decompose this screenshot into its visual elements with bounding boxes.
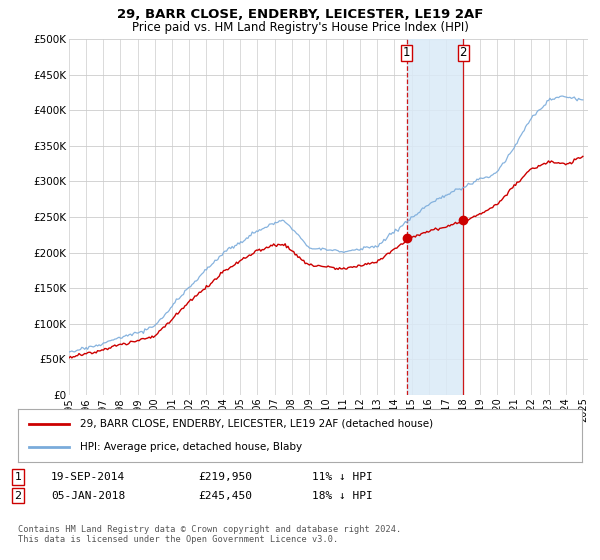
Text: 1: 1 (403, 46, 410, 59)
Bar (407, 39, 463, 395)
Text: 1: 1 (14, 472, 22, 482)
Text: 2: 2 (460, 46, 467, 59)
Text: 29, BARR CLOSE, ENDERBY, LEICESTER, LE19 2AF (detached house): 29, BARR CLOSE, ENDERBY, LEICESTER, LE19… (80, 419, 433, 429)
Text: £219,950: £219,950 (198, 472, 252, 482)
Text: Price paid vs. HM Land Registry's House Price Index (HPI): Price paid vs. HM Land Registry's House … (131, 21, 469, 34)
Text: £245,450: £245,450 (198, 491, 252, 501)
Text: 05-JAN-2018: 05-JAN-2018 (51, 491, 125, 501)
Text: 18% ↓ HPI: 18% ↓ HPI (312, 491, 373, 501)
Text: 19-SEP-2014: 19-SEP-2014 (51, 472, 125, 482)
Text: 29, BARR CLOSE, ENDERBY, LEICESTER, LE19 2AF: 29, BARR CLOSE, ENDERBY, LEICESTER, LE19… (117, 8, 483, 21)
Text: 11% ↓ HPI: 11% ↓ HPI (312, 472, 373, 482)
Text: Contains HM Land Registry data © Crown copyright and database right 2024.
This d: Contains HM Land Registry data © Crown c… (18, 525, 401, 544)
Text: 2: 2 (14, 491, 22, 501)
Text: HPI: Average price, detached house, Blaby: HPI: Average price, detached house, Blab… (80, 442, 302, 452)
